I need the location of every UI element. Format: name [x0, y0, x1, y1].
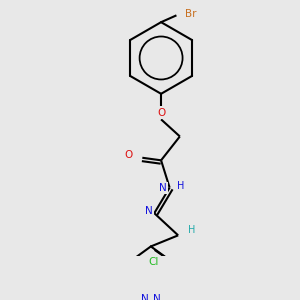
Text: N: N	[159, 183, 167, 193]
Text: N: N	[141, 294, 149, 300]
Text: H: H	[177, 181, 184, 191]
Text: N: N	[145, 206, 153, 217]
Text: Br: Br	[185, 10, 197, 20]
Text: Cl: Cl	[149, 257, 159, 267]
Text: H: H	[188, 225, 196, 235]
Text: O: O	[157, 108, 165, 118]
Text: N: N	[153, 294, 160, 300]
Text: O: O	[124, 150, 133, 160]
